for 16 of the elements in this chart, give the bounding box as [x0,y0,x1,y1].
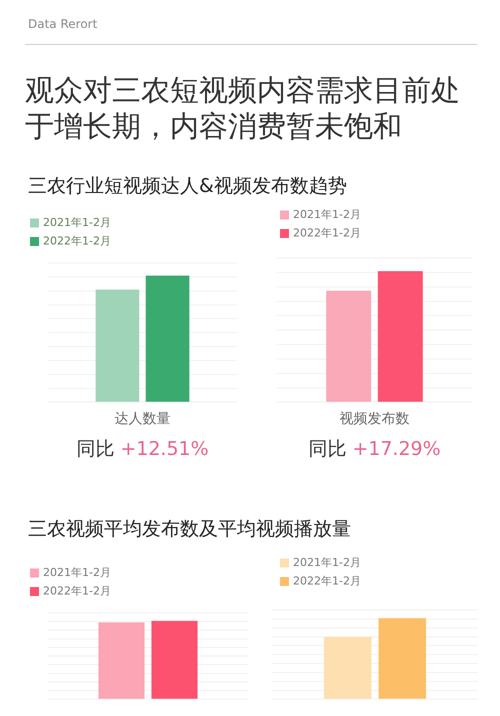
x-tick-label: 达人数量 [114,411,170,428]
legend-label: 2022年1-2月 [293,226,361,240]
text: 同比 +12.51% [76,438,209,460]
text: Data Rerort [28,17,98,32]
legend-label: 2021年1-2月 [43,216,111,229]
legend-label: 2022年1-2月 [293,574,361,588]
chart-title: 三农视频平均发布数及平均视频播放量 [28,518,352,541]
chart-subtitle: 三农行业短视频达人&视频发布数趋势 [28,175,348,198]
legend-label: 2021年1-2月 [293,556,361,569]
x-tick-label: 视频发布数 [340,411,410,428]
legend-label: 2022年1-2月 [43,584,111,598]
legend-label: 2022年1-2月 [43,234,111,248]
chart-title: 观众对三农短视频内容需求目前处于增长期，内容消费暂未饱和 [25,72,461,144]
legend-label: 2021年1-2月 [293,208,361,221]
text: 同比 +17.29% [308,438,441,460]
legend-label: 2021年1-2月 [43,566,111,579]
